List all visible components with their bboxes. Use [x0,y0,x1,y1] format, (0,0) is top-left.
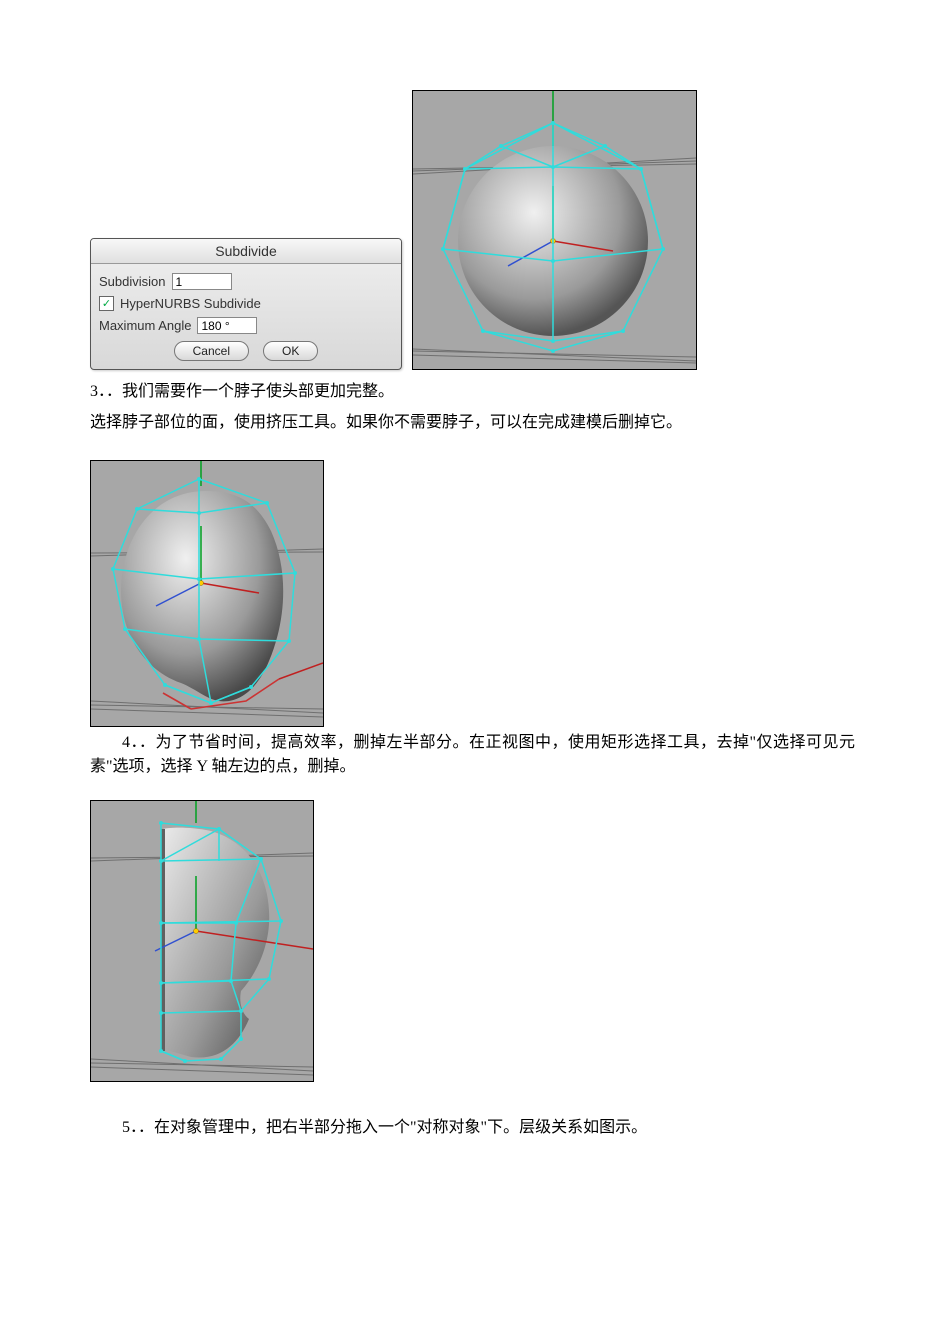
cancel-button[interactable]: Cancel [174,341,249,361]
max-angle-row: Maximum Angle [99,314,393,337]
max-angle-label: Maximum Angle [99,318,191,333]
subdivision-input[interactable] [172,273,232,290]
paragraph-5: 5．．在对象管理中，把右半部分拖入一个"对称对象"下。层级关系如图示。 [90,1116,855,1141]
hypernurbs-checkbox[interactable]: ✓ [99,296,114,311]
hypernurbs-row: ✓ HyperNURBS Subdivide [99,293,393,314]
viewport-half-head [90,800,314,1082]
paragraph-4: 4．．为了节省时间，提高效率，删掉左半部分。在正视图中，使用矩形选择工具，去掉"… [90,731,855,781]
dialog-title: Subdivide [91,239,401,264]
subdivision-row: Subdivision [99,270,393,293]
ok-button[interactable]: OK [263,341,318,361]
paragraph-3a: 3．．我们需要作一个脖子使头部更加完整。 [90,380,855,405]
paragraph-3b: 选择脖子部位的面，使用挤压工具。如果你不需要脖子，可以在完成建模后删掉它。 [90,411,855,436]
hypernurbs-label: HyperNURBS Subdivide [120,296,261,311]
max-angle-input[interactable] [197,317,257,334]
subdivision-label: Subdivision [99,274,166,289]
viewport-sphere [412,90,697,370]
dialog-body: Subdivision ✓ HyperNURBS Subdivide Maxim… [91,264,401,369]
subdivide-dialog: Subdivide Subdivision ✓ HyperNURBS Subdi… [90,238,402,370]
dialog-buttons: Cancel OK [99,337,393,361]
viewport-head-chin [90,460,324,727]
figure-1-row: Subdivide Subdivision ✓ HyperNURBS Subdi… [90,90,855,370]
